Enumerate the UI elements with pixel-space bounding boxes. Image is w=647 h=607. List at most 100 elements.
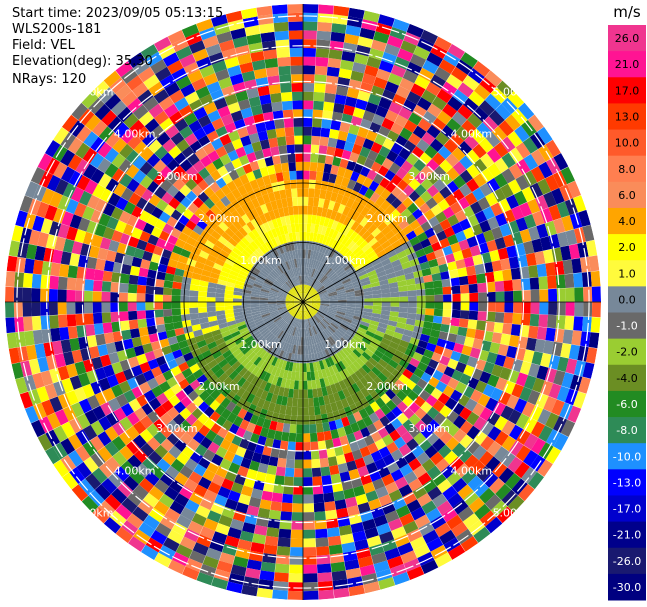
velocity-gate bbox=[306, 232, 311, 241]
velocity-gate bbox=[167, 258, 178, 268]
velocity-gate bbox=[191, 77, 207, 92]
velocity-gate bbox=[112, 451, 128, 467]
velocity-gate bbox=[455, 126, 471, 141]
colorbar-tick-label: 10.0 bbox=[615, 137, 640, 150]
velocity-gate bbox=[313, 325, 319, 334]
velocity-gate bbox=[313, 334, 319, 344]
velocity-gate bbox=[232, 510, 247, 523]
velocity-gate bbox=[451, 369, 464, 382]
velocity-gate bbox=[107, 116, 124, 132]
velocity-gate bbox=[316, 342, 322, 352]
velocity-gate bbox=[361, 317, 371, 324]
velocity-gate bbox=[479, 450, 494, 466]
velocity-gate bbox=[284, 233, 291, 243]
velocity-gate bbox=[94, 484, 111, 501]
velocity-gate bbox=[119, 283, 129, 293]
velocity-gate bbox=[425, 507, 442, 522]
velocity-gate bbox=[285, 405, 292, 416]
velocity-gate bbox=[469, 245, 481, 257]
velocity-gate bbox=[98, 87, 116, 104]
velocity-gate bbox=[164, 508, 181, 523]
velocity-gate bbox=[181, 367, 193, 379]
velocity-gate bbox=[211, 453, 224, 466]
velocity-gate bbox=[166, 432, 180, 446]
velocity-gate bbox=[106, 216, 119, 230]
range-ring-label: 3.00km bbox=[156, 422, 198, 435]
velocity-gate bbox=[285, 188, 292, 199]
velocity-gate bbox=[333, 353, 342, 363]
velocity-gate bbox=[417, 37, 434, 52]
velocity-gate bbox=[413, 395, 426, 408]
velocity-gate bbox=[371, 353, 381, 363]
velocity-gate bbox=[301, 302, 303, 311]
velocity-gate bbox=[346, 87, 360, 99]
velocity-gate bbox=[425, 81, 442, 96]
velocity-gate bbox=[395, 85, 411, 99]
velocity-gate bbox=[303, 468, 313, 478]
velocity-gate bbox=[37, 356, 49, 373]
velocity-gate bbox=[354, 539, 369, 551]
velocity-gate bbox=[219, 326, 230, 334]
velocity-gate bbox=[276, 299, 286, 302]
velocity-gate bbox=[382, 453, 395, 466]
velocity-gate bbox=[438, 59, 456, 74]
velocity-gate bbox=[528, 472, 545, 490]
velocity-gate bbox=[157, 331, 168, 341]
velocity-gate bbox=[545, 174, 560, 192]
velocity-gate bbox=[188, 252, 199, 262]
velocity-gate bbox=[390, 122, 404, 135]
velocity-gate bbox=[207, 441, 220, 454]
velocity-gate bbox=[173, 274, 183, 283]
velocity-gate bbox=[140, 442, 155, 457]
velocity-gate bbox=[388, 518, 403, 531]
velocity-gate bbox=[346, 208, 356, 219]
velocity-gate bbox=[498, 120, 514, 137]
velocity-gate bbox=[187, 153, 200, 166]
velocity-gate bbox=[292, 397, 298, 407]
velocity-gate bbox=[483, 330, 494, 342]
velocity-gate bbox=[275, 318, 284, 326]
velocity-gate bbox=[416, 231, 428, 243]
velocity-gate bbox=[250, 306, 260, 311]
velocity-gate bbox=[211, 378, 223, 389]
velocity-gate bbox=[482, 472, 499, 488]
velocity-gate bbox=[241, 7, 258, 20]
velocity-gate bbox=[120, 460, 136, 476]
velocity-gate bbox=[308, 308, 315, 316]
velocity-gate bbox=[292, 362, 297, 372]
velocity-gate bbox=[253, 333, 263, 341]
velocity-gate bbox=[345, 496, 358, 508]
velocity-gate bbox=[311, 298, 321, 301]
velocity-gate bbox=[463, 256, 475, 268]
velocity-gate bbox=[264, 241, 273, 251]
velocity-gate bbox=[312, 109, 323, 119]
velocity-gate bbox=[229, 73, 244, 86]
velocity-gate bbox=[172, 281, 182, 290]
velocity-gate bbox=[323, 279, 332, 287]
velocity-gate bbox=[361, 243, 372, 253]
velocity-gate bbox=[15, 331, 26, 348]
velocity-gate bbox=[577, 241, 589, 258]
velocity-gate bbox=[352, 260, 362, 269]
velocity-gate bbox=[316, 431, 325, 442]
velocity-gate bbox=[131, 227, 143, 240]
velocity-gate bbox=[75, 445, 91, 462]
velocity-gate bbox=[560, 343, 572, 359]
velocity-gate bbox=[289, 344, 294, 354]
velocity-gate bbox=[351, 210, 361, 222]
velocity-gate bbox=[180, 507, 196, 521]
velocity-gate bbox=[545, 262, 556, 277]
velocity-gate bbox=[339, 273, 349, 280]
velocity-gate bbox=[180, 346, 191, 356]
velocity-gate bbox=[237, 465, 249, 478]
velocity-gate bbox=[192, 368, 204, 380]
velocity-gate bbox=[318, 332, 325, 341]
velocity-gate bbox=[332, 14, 348, 25]
velocity-gate bbox=[290, 223, 296, 233]
velocity-gate bbox=[300, 319, 303, 329]
velocity-gate bbox=[513, 290, 523, 302]
velocity-gate bbox=[303, 293, 306, 302]
velocity-gate bbox=[136, 310, 147, 320]
velocity-gate bbox=[455, 230, 467, 243]
velocity-gate bbox=[146, 317, 156, 327]
